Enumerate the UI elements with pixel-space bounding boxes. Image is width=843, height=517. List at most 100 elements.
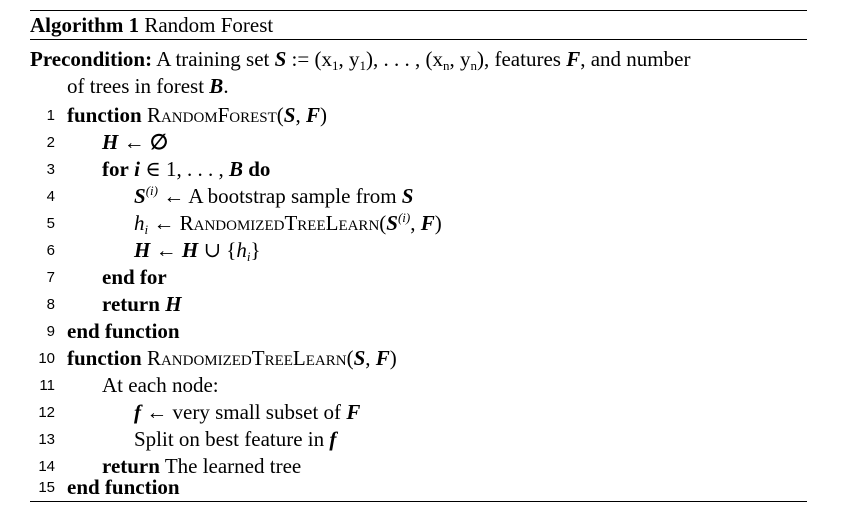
math-i: i	[134, 157, 140, 181]
line-number: 12	[38, 404, 55, 421]
line-code: H ← ∅	[102, 129, 168, 156]
math-sub: n	[442, 58, 450, 73]
precondition-text: features	[494, 47, 561, 71]
line-code: hi ← RandomizedTreeLearn(S(i), F)	[134, 210, 442, 237]
keyword: end function	[67, 319, 180, 343]
punct: ,	[365, 346, 376, 370]
line-number: 5	[46, 215, 55, 232]
caption-rule	[30, 39, 807, 40]
math-part: ), . . . , (x	[365, 47, 443, 71]
math-B: B	[228, 157, 243, 181]
line-code: return H	[102, 291, 182, 318]
empty-set-symbol: ∅	[149, 130, 169, 154]
line-number: 7	[46, 269, 55, 286]
math-sub: i	[246, 249, 251, 264]
math-S: S	[353, 346, 366, 370]
line-code: for i ∈ 1, . . . , B do	[102, 156, 270, 183]
line-code: Split on best feature in f	[134, 426, 336, 453]
line-number: 3	[46, 161, 55, 178]
line-code: At each node:	[102, 372, 219, 399]
math-h: h	[134, 211, 145, 235]
math-S: S	[386, 211, 398, 235]
arrow-symbol: ←	[155, 238, 177, 262]
algorithm-caption: Algorithm 1 Random Forest	[30, 13, 273, 37]
precondition-line-1: Precondition: A training set S := (x1, y…	[30, 46, 807, 73]
line-code: f ← very small subset of F	[134, 399, 360, 426]
line-number: 1	[46, 107, 55, 124]
line-code: S(i) ← A bootstrap sample from S	[134, 183, 413, 210]
punct: )	[389, 346, 397, 370]
punct: }	[250, 238, 261, 262]
caption-label: Algorithm 1	[30, 13, 140, 37]
precondition-text: of trees in forest	[67, 74, 205, 98]
line-number: 11	[39, 377, 55, 394]
line-number: 6	[46, 242, 55, 259]
line-number: 15	[38, 479, 55, 496]
math-part: , y	[449, 47, 471, 71]
math-part: , y	[338, 47, 360, 71]
math-f: f	[134, 400, 141, 424]
line-text: At each node:	[102, 373, 219, 397]
punct: (	[346, 346, 354, 370]
line-number: 14	[38, 458, 55, 475]
keyword: do	[248, 157, 271, 181]
keyword: function	[67, 346, 142, 370]
line-number: 8	[46, 296, 55, 313]
math-f: f	[329, 427, 337, 451]
math-H: H	[102, 130, 119, 154]
math-S: S	[274, 47, 287, 71]
math-range: ∈ 1, . . . ,	[145, 157, 224, 181]
line-code: end for	[102, 264, 167, 291]
math-sub: 1	[331, 58, 339, 73]
punct: (	[276, 103, 284, 127]
precondition-text: A training set	[156, 47, 270, 71]
line-text: very small subset of	[172, 400, 342, 424]
math-F: F	[375, 346, 390, 370]
math-B: B	[209, 74, 224, 98]
math-sub: i	[144, 222, 149, 237]
line-text: A bootstrap sample from	[188, 184, 397, 208]
keyword: end for	[102, 265, 167, 289]
line-code: end function	[67, 474, 180, 501]
line-code: end function	[67, 318, 180, 345]
function-name: RandomForest	[146, 103, 277, 127]
math-F: F	[346, 400, 361, 424]
caption-title: Random Forest	[144, 13, 274, 37]
line-number: 10	[38, 350, 55, 367]
math-sub: n	[470, 58, 477, 73]
math-H: H	[181, 238, 199, 262]
arrow-symbol: ←	[153, 211, 175, 235]
line-number: 9	[46, 323, 55, 340]
keyword: return	[102, 454, 160, 478]
bottom-rule	[30, 501, 807, 502]
function-name: RandomizedTreeLearn	[146, 346, 347, 370]
keyword: end function	[67, 475, 180, 499]
line-text: Split on best feature in	[134, 427, 325, 451]
math-sub: 1	[359, 58, 366, 73]
math-S: S	[283, 103, 296, 127]
math-assign: :=	[291, 47, 310, 71]
precondition-text: .	[223, 74, 229, 98]
keyword: for	[102, 157, 129, 181]
precondition-line-2: of trees in forest B.	[30, 73, 807, 100]
math-F: F	[566, 47, 581, 71]
punct: )	[434, 211, 442, 235]
math-part: (x	[314, 47, 332, 71]
line-code: return The learned tree	[102, 453, 301, 480]
line-number: 13	[38, 431, 55, 448]
line-code: H ← H ∪ {hi}	[134, 237, 261, 264]
arrow-symbol: ←	[163, 184, 185, 208]
math-sup: (i)	[145, 183, 158, 198]
precondition-text: , and number	[580, 47, 691, 71]
math-F: F	[305, 103, 320, 127]
line-text: The learned tree	[164, 454, 302, 478]
precondition-label: Precondition:	[30, 47, 153, 71]
line-code: function RandomizedTreeLearn(S, F)	[67, 345, 397, 372]
arrow-symbol: ←	[123, 130, 145, 154]
punct: ,	[295, 103, 306, 127]
math-sup: (i)	[397, 210, 411, 225]
arrow-symbol: ←	[146, 400, 168, 424]
function-name: RandomizedTreeLearn	[179, 211, 380, 235]
math-H: H	[165, 292, 182, 316]
math-h: h	[236, 238, 247, 262]
